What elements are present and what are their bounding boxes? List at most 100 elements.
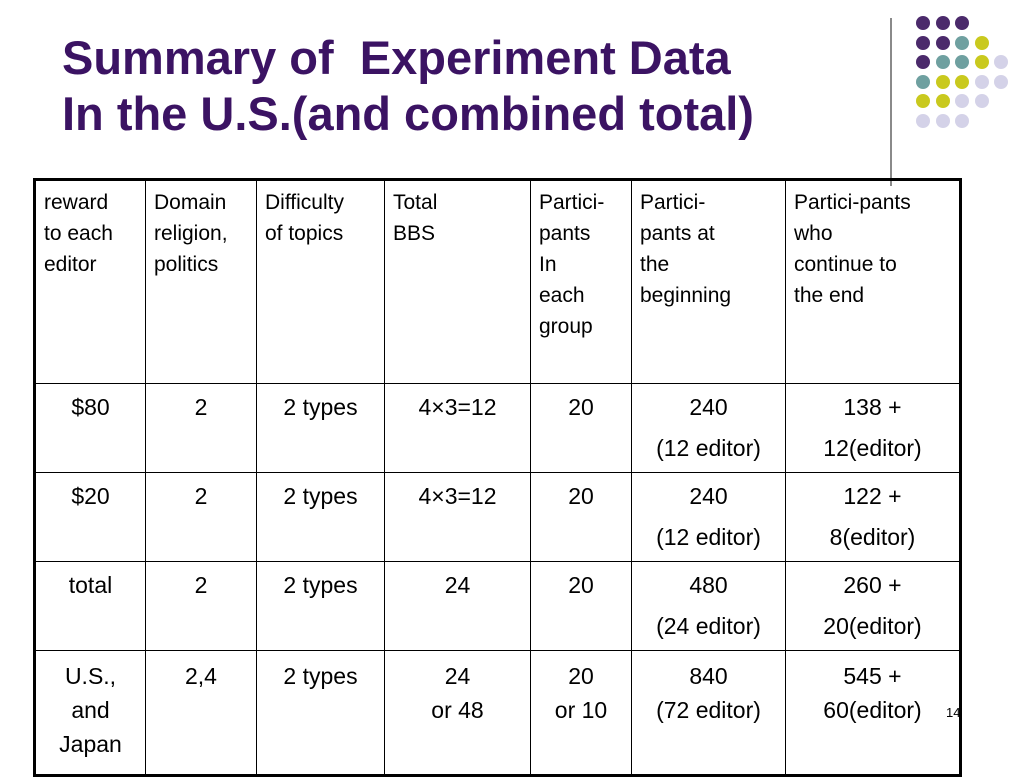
table-cell: 545 + 60(editor)	[785, 650, 961, 776]
header-text: In	[539, 253, 557, 276]
header-text: to each	[44, 222, 113, 245]
table-cell: U.S., and Japan	[34, 650, 146, 776]
column-header: Difficulty of topics	[256, 179, 385, 384]
header-text: Partici-	[640, 191, 706, 214]
table-cell: 24 or 48	[384, 650, 531, 776]
decorative-dot	[994, 74, 1008, 89]
table-cell: 2	[145, 472, 257, 562]
cell-text: 20	[568, 394, 594, 420]
decorative-dot	[916, 94, 930, 108]
decorative-dot	[935, 94, 950, 108]
header-text: Total	[393, 191, 438, 214]
cell-text: 4×3=12	[418, 483, 497, 509]
header-text: pants at	[640, 222, 715, 245]
decorative-dot	[935, 74, 950, 89]
header-text: Domain	[154, 191, 227, 214]
column-header: Partici-pants who continue to the end	[785, 179, 961, 384]
decorative-dot	[955, 74, 969, 89]
table-cell: 4×3=12	[384, 383, 531, 473]
decorative-dot	[955, 55, 969, 69]
header-text: politics	[154, 253, 219, 276]
table-cell: 138 + 12(editor)	[785, 383, 961, 473]
cell-text: 20	[568, 572, 594, 598]
cell-text: 20	[568, 483, 594, 509]
cell-text: $80	[71, 394, 110, 420]
decorative-dot	[955, 16, 969, 30]
header-text: religion,	[154, 222, 228, 245]
table-row: total 2 2 types 24 20 480 (24 editor) 260 + 20(e…	[34, 561, 961, 651]
cell-text: 2 types	[283, 394, 358, 420]
decorative-dot	[974, 74, 989, 89]
cell-text: 840	[689, 663, 728, 689]
decorative-dot	[955, 35, 969, 50]
cell-text: 2 types	[283, 572, 358, 598]
table-row: $80 2 2 types 4×3=12 20 240 (12 editor) 138 + 12…	[34, 383, 961, 473]
table-cell: 2 types	[256, 650, 385, 776]
table-cell: 2 types	[256, 561, 385, 651]
header-text: the	[640, 253, 670, 276]
header-text: who	[794, 222, 833, 245]
decorative-dot	[955, 94, 969, 108]
cell-text: 2	[194, 572, 208, 598]
decorative-dot	[974, 35, 989, 50]
decorative-dot	[935, 35, 950, 50]
table-cell: 4×3=12	[384, 472, 531, 562]
cell-text: or 10	[554, 697, 608, 723]
column-header: Partici-pants In each group	[530, 179, 632, 384]
table-cell: 20	[530, 561, 632, 651]
decorative-dot	[955, 113, 969, 128]
table-header-row: reward to each editor Domain religion, politi…	[34, 179, 961, 384]
decorative-dot	[994, 55, 1008, 69]
table-cell: 2	[145, 561, 257, 651]
decorative-dot	[916, 35, 930, 50]
cell-text: 240	[689, 394, 728, 420]
table-cell: 122 + 8(editor)	[785, 472, 961, 562]
title-line-1: Summary of Experiment Data	[62, 31, 731, 84]
experiment-data-table: reward to each editor Domain religion, politi…	[33, 178, 962, 777]
cell-text: 2	[194, 483, 208, 509]
table-cell: $20	[34, 472, 146, 562]
cell-text: $20	[71, 483, 110, 509]
cell-text: 122 +	[843, 483, 902, 509]
cell-text: 2	[194, 394, 208, 420]
header-text: editor	[44, 253, 97, 276]
vertical-divider-line	[890, 18, 892, 186]
table-cell: total	[34, 561, 146, 651]
table-row: U.S., and Japan 2,4 2 types 24 or 48 20 or 10 840…	[34, 650, 961, 776]
decorative-dot	[935, 55, 950, 69]
decorative-dot	[974, 94, 989, 108]
table-cell: 240 (12 editor)	[631, 383, 786, 473]
table-cell: 840 (72 editor)	[631, 650, 786, 776]
table-cell: 2	[145, 383, 257, 473]
decorative-dot	[916, 113, 930, 128]
table-cell: 20 or 10	[530, 650, 632, 776]
decorative-dot	[916, 74, 930, 89]
cell-text: 60(editor)	[823, 697, 922, 723]
column-header: Total BBS	[384, 179, 531, 384]
cell-text: (24 editor)	[656, 613, 761, 639]
slide-title: Summary of Experiment Data In the U.S.(a…	[62, 30, 754, 142]
cell-text: 138 +	[843, 394, 902, 420]
header-text: BBS	[393, 222, 436, 245]
column-header: Domain religion, politics	[145, 179, 257, 384]
decorative-dot	[916, 16, 930, 30]
header-text: beginning	[640, 284, 732, 307]
table-cell: 20	[530, 383, 632, 473]
page-number: 14	[946, 705, 961, 720]
title-line-2: In the U.S.(and combined total)	[62, 87, 754, 140]
cell-text: (12 editor)	[656, 524, 761, 550]
cell-text: (72 editor)	[656, 697, 761, 723]
column-header: Partici-pants at the beginning	[631, 179, 786, 384]
cell-text: 2 types	[283, 663, 358, 689]
table-row: $20 2 2 types 4×3=12 20 240 (12 editor) 122 + 8(…	[34, 472, 961, 562]
cell-text: 4×3=12	[418, 394, 497, 420]
table-cell: $80	[34, 383, 146, 473]
cell-text: 545 +	[843, 663, 902, 689]
decorative-dot	[935, 16, 950, 30]
decorative-dot	[974, 55, 989, 69]
cell-text: 24	[444, 663, 471, 689]
header-text: the end	[794, 284, 865, 307]
table-cell: 2,4	[145, 650, 257, 776]
header-text: each	[539, 284, 585, 307]
cell-text: 20(editor)	[823, 613, 922, 639]
